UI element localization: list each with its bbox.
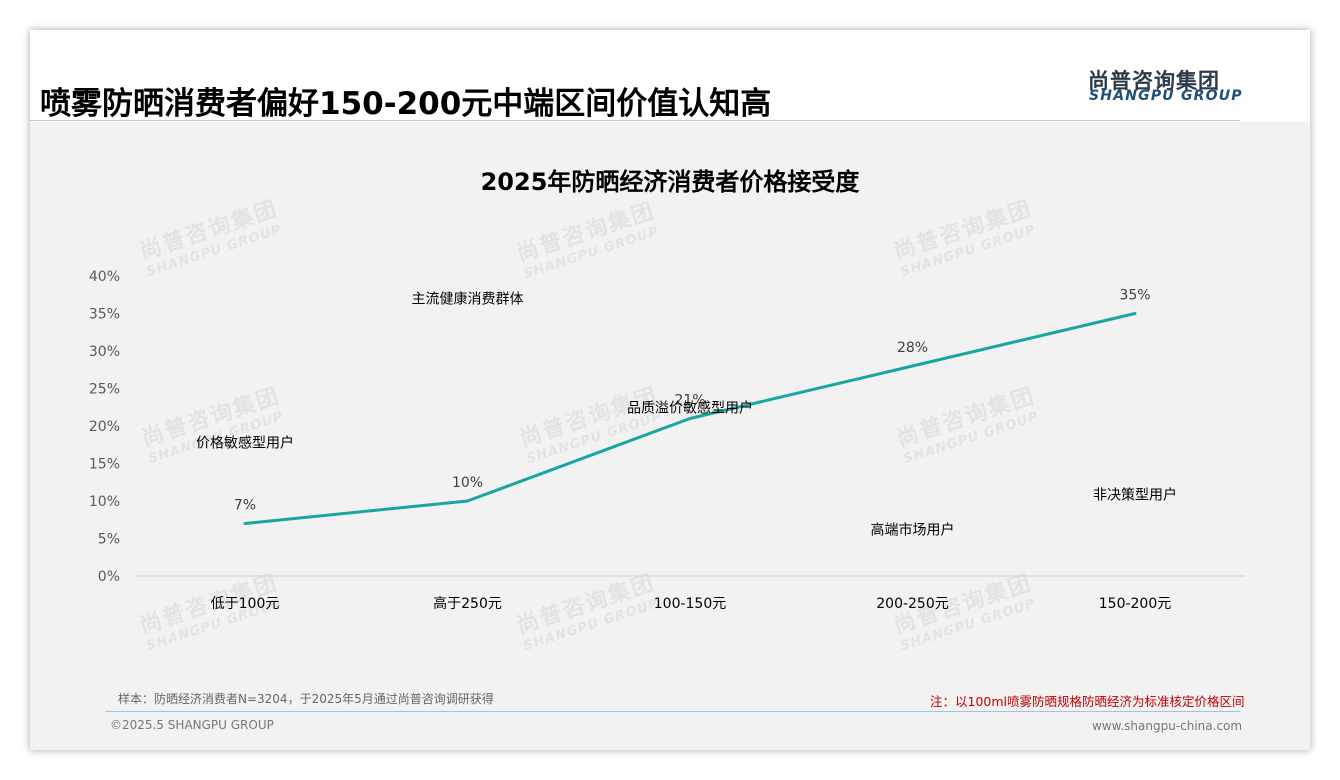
chart-annotation: 品质溢价敏感型用户 bbox=[627, 399, 753, 416]
y-tick-label: 20% bbox=[89, 419, 120, 435]
page-title: 喷雾防晒消费者偏好150-200元中端区间价值认知高 bbox=[40, 86, 772, 122]
y-tick-label: 5% bbox=[98, 532, 120, 548]
company-logo-cn: 尚普咨询集团 bbox=[1088, 69, 1220, 93]
x-tick-label: 150-200元 bbox=[1099, 596, 1172, 612]
website-link[interactable]: www.shangpu-china.com bbox=[1092, 719, 1243, 733]
x-tick-label: 高于250元 bbox=[433, 595, 502, 612]
line-chart: 0% 5% 10% 15% 20% 25% 30% 35% 40% 低于100元 高于250元 100… bbox=[89, 269, 1245, 612]
x-tick-label: 100-150元 bbox=[654, 596, 727, 612]
data-label: 28% bbox=[897, 340, 928, 356]
title-band bbox=[30, 30, 1310, 122]
sample-note: 样本：防晒经济消费者N=3204，于2025年5月通过尚普咨询调研获得 bbox=[118, 692, 494, 706]
y-tick-label: 30% bbox=[89, 344, 120, 360]
x-tick-label: 200-250元 bbox=[876, 596, 949, 612]
data-label: 10% bbox=[452, 475, 483, 491]
chart-annotation: 高端市场用户 bbox=[871, 522, 955, 539]
series-line bbox=[243, 312, 1137, 525]
y-tick-label: 25% bbox=[89, 382, 120, 398]
x-tick-label: 低于100元 bbox=[211, 596, 280, 612]
y-tick-label: 15% bbox=[89, 457, 120, 473]
footer-divider bbox=[105, 711, 1240, 712]
data-label: 7% bbox=[234, 498, 256, 514]
data-label: 21% bbox=[674, 393, 705, 409]
price-note: 注：以100ml喷雾防晒规格防晒经济为标准核定价格区间 bbox=[930, 694, 1245, 709]
y-tick-label: 35% bbox=[89, 307, 120, 323]
company-logo-en: SHANGPU GROUP bbox=[1089, 88, 1243, 104]
y-tick-label: 40% bbox=[89, 269, 120, 285]
slide: 喷雾防晒消费者偏好150-200元中端区间价值认知高 尚普咨询集团 SHANGP… bbox=[30, 30, 1310, 750]
y-tick-label: 0% bbox=[98, 569, 120, 585]
y-tick-label: 10% bbox=[89, 494, 120, 510]
data-label: 35% bbox=[1119, 288, 1150, 304]
chart-title: 2025年防晒经济消费者价格接受度 bbox=[480, 168, 860, 196]
chart-annotation: 非决策型用户 bbox=[1093, 486, 1177, 503]
copyright: ©2025.5 SHANGPU GROUP bbox=[110, 718, 274, 732]
title-divider bbox=[30, 120, 1240, 121]
chart-annotation: 主流健康消费群体 bbox=[412, 291, 524, 308]
chart-annotation: 价格敏感型用户 bbox=[196, 435, 294, 452]
